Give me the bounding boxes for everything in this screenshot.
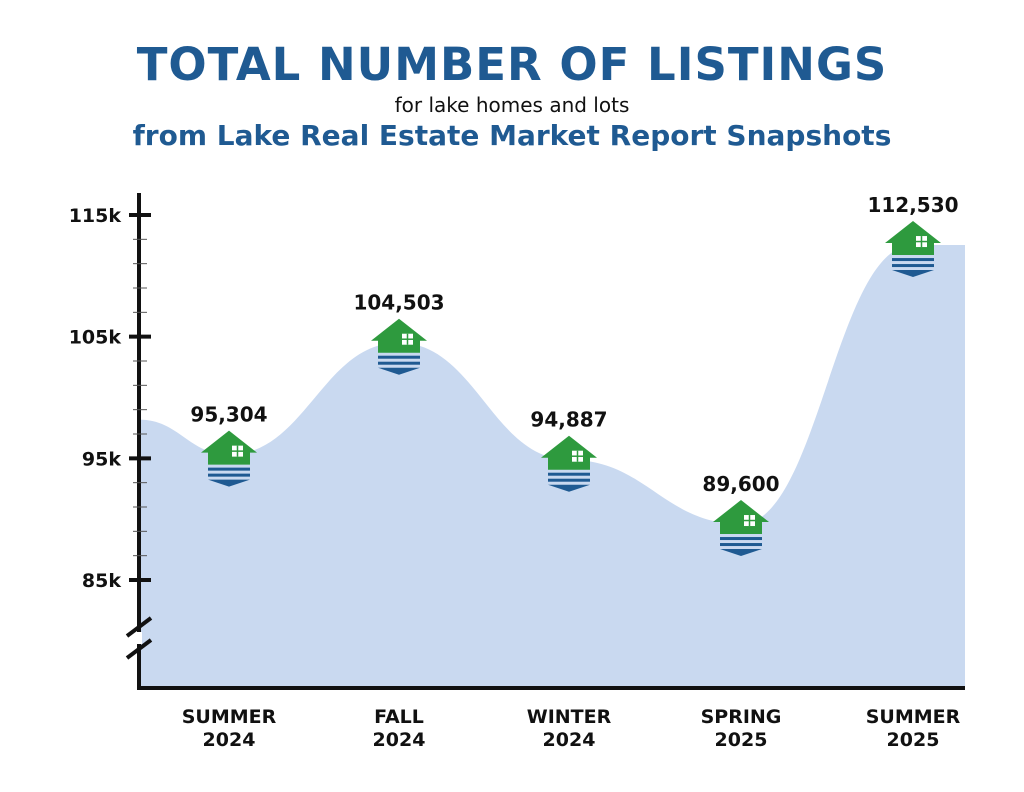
- chart-title: TOTAL NUMBER OF LISTINGS: [136, 38, 888, 91]
- y-tick-label: 85k: [82, 570, 121, 592]
- markers-layer: [201, 221, 941, 557]
- house-on-water-icon: [371, 318, 427, 375]
- y-tick-label: 115k: [69, 205, 122, 227]
- chart-source-subtitle: from Lake Real Estate Market Report Snap…: [132, 119, 892, 152]
- chart-subtitle: for lake homes and lots: [394, 93, 630, 117]
- x-category-label: SUMMER 2024: [182, 706, 277, 751]
- y-axis: 85k 95k 105k 115k: [69, 193, 965, 690]
- house-on-water-icon: [885, 221, 941, 278]
- house-on-water-icon: [541, 435, 597, 492]
- x-category-label: SUMMER 2025: [866, 706, 961, 751]
- data-label: 104,503: [353, 291, 444, 315]
- x-category-label: WINTER 2024: [527, 706, 612, 751]
- x-category-label: SPRING 2025: [701, 706, 782, 751]
- house-on-water-icon: [201, 430, 257, 487]
- house-on-water-icon: [713, 500, 769, 557]
- data-label: 95,304: [190, 403, 267, 427]
- data-label: 94,887: [530, 408, 607, 432]
- data-label: 89,600: [702, 472, 779, 496]
- axis-break-mark: [125, 638, 153, 660]
- x-category-label: FALL 2024: [373, 706, 426, 751]
- y-tick-label: 95k: [82, 448, 121, 470]
- data-label: 112,530: [867, 193, 958, 217]
- labels-layer: 95,304 104,503 94,887 89,600 112,530 SUMMER 20…: [182, 193, 961, 751]
- y-tick-label: 105k: [69, 327, 122, 349]
- axis-break-mark: [125, 616, 153, 638]
